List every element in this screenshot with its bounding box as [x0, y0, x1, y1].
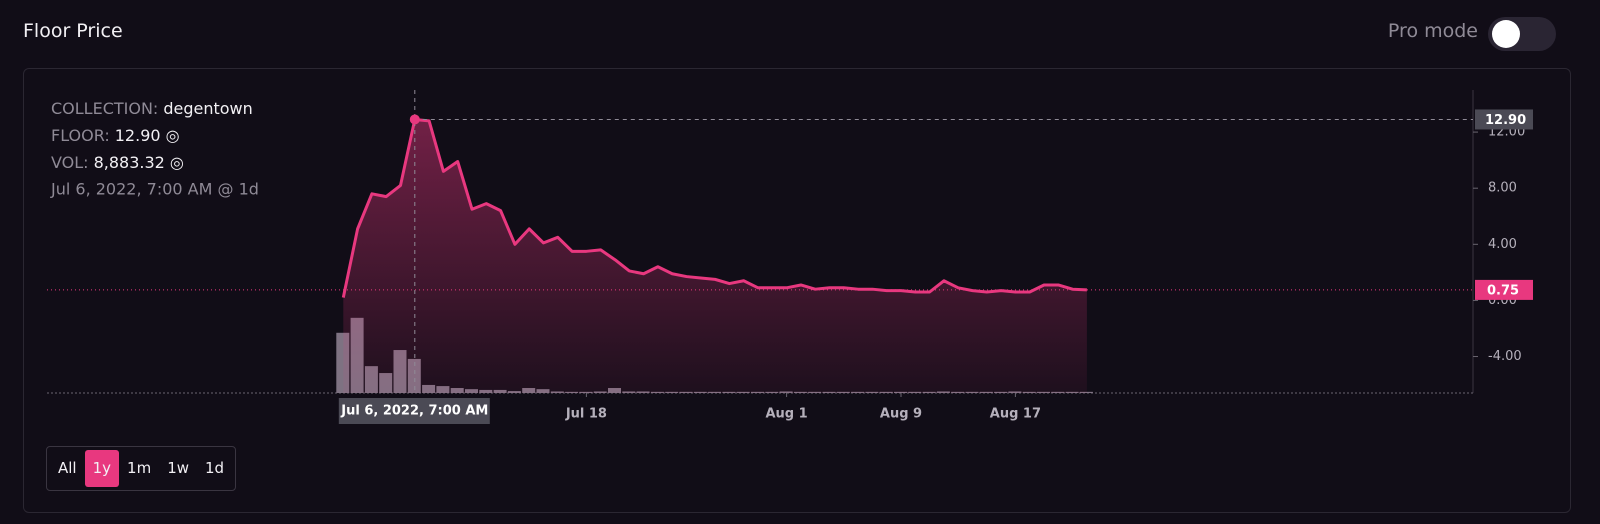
x-tick-label: Jul 18	[565, 407, 607, 422]
last-price-box	[1475, 279, 1533, 300]
range-button[interactable]: 1y	[84, 450, 120, 487]
info-label: VOL:	[51, 153, 89, 172]
crosshair-x-label: Jul 6, 2022, 7:00 AM	[340, 404, 488, 419]
crosshair-point	[409, 114, 420, 125]
range-button[interactable]: All	[58, 459, 77, 477]
y-tick-label: -4.00	[1488, 349, 1522, 364]
info-value: 12.90 ◎	[115, 126, 180, 145]
x-tick-label: Aug 9	[880, 407, 922, 422]
chart-panel	[23, 68, 1571, 513]
info-row: COLLECTION: degentown	[51, 99, 253, 118]
price-line	[341, 117, 1087, 298]
crosshair-y-box	[1475, 109, 1533, 130]
y-tick-label: 4.00	[1488, 237, 1517, 252]
info-value: 8,883.32 ◎	[94, 153, 184, 172]
range-button[interactable]: 1d	[205, 459, 225, 477]
info-label: COLLECTION:	[51, 99, 158, 118]
toggle-knob	[1492, 20, 1520, 48]
range-buttons: All 1y 1m 1w 1d	[46, 446, 237, 491]
info-value: degentown	[163, 99, 252, 118]
x-tick-label: Aug 17	[990, 407, 1041, 422]
pro-mode-label: Pro mode	[1387, 20, 1478, 42]
crosshair-y-label: 12.90	[1485, 113, 1526, 128]
title: Floor Price	[23, 20, 123, 42]
info-label: FLOOR:	[51, 126, 110, 145]
range-button[interactable]: 1m	[127, 459, 152, 477]
crosshair-x-box	[338, 398, 490, 424]
y-tick-label: 8.00	[1488, 181, 1517, 196]
info-row: VOL: 8,883.32 ◎	[51, 153, 184, 172]
info-row: FLOOR: 12.90 ◎	[51, 126, 180, 145]
x-tick-label: Aug 1	[765, 407, 807, 422]
price-area	[343, 119, 1087, 393]
pro-mode-toggle[interactable]	[1488, 17, 1556, 51]
info-time: Jul 6, 2022, 7:00 AM @ 1d	[50, 180, 259, 199]
range-button[interactable]: 1w	[167, 459, 189, 477]
last-price-label: 0.75	[1487, 283, 1519, 298]
